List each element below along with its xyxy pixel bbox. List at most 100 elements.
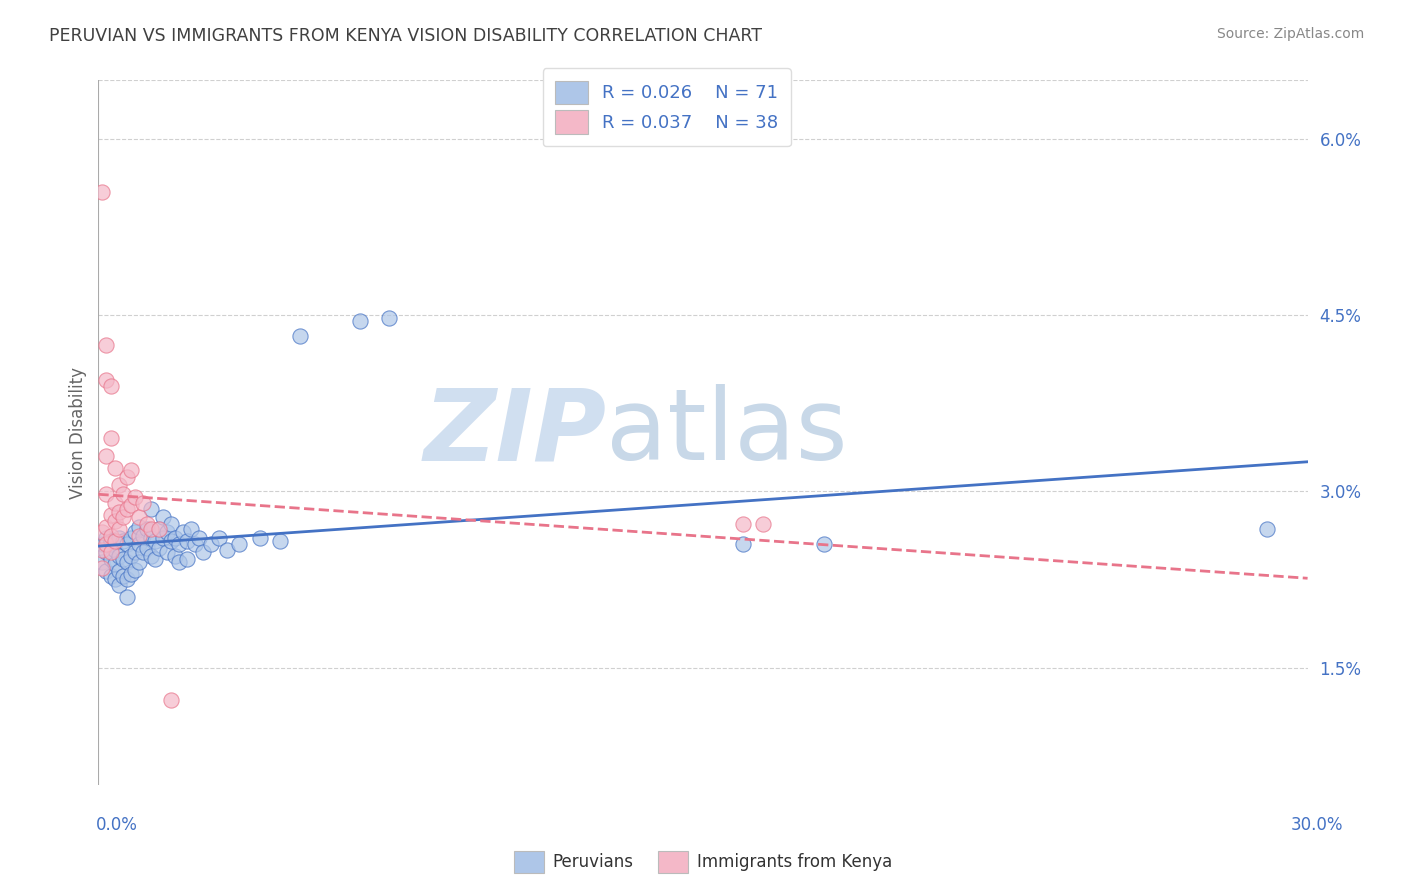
Point bbox=[107, 506, 129, 520]
Point bbox=[107, 522, 129, 536]
Point bbox=[100, 508, 122, 522]
Point bbox=[752, 517, 775, 532]
Point bbox=[91, 555, 114, 569]
Point bbox=[228, 537, 250, 551]
Point bbox=[128, 519, 150, 533]
Point bbox=[115, 470, 138, 484]
Point bbox=[124, 490, 146, 504]
Point bbox=[124, 545, 146, 559]
Point bbox=[91, 185, 114, 199]
Point bbox=[167, 555, 190, 569]
Point bbox=[135, 541, 157, 555]
Point bbox=[163, 549, 186, 563]
Point bbox=[377, 310, 399, 325]
Point bbox=[91, 560, 114, 574]
Point bbox=[167, 537, 190, 551]
Point bbox=[96, 486, 118, 500]
Point bbox=[91, 537, 114, 551]
Text: PERUVIAN VS IMMIGRANTS FROM KENYA VISION DISABILITY CORRELATION CHART: PERUVIAN VS IMMIGRANTS FROM KENYA VISION… bbox=[49, 27, 762, 45]
Point bbox=[111, 552, 134, 566]
Text: atlas: atlas bbox=[606, 384, 848, 481]
Point bbox=[120, 532, 142, 546]
Point bbox=[128, 555, 150, 569]
Point bbox=[124, 563, 146, 577]
Point bbox=[103, 543, 125, 558]
Point bbox=[152, 510, 174, 524]
Point bbox=[249, 532, 271, 546]
Point bbox=[107, 578, 129, 592]
Point bbox=[139, 532, 162, 546]
Point bbox=[733, 537, 755, 551]
Point bbox=[176, 533, 198, 548]
Legend: R = 0.026    N = 71, R = 0.037    N = 38: R = 0.026 N = 71, R = 0.037 N = 38 bbox=[543, 68, 792, 146]
Point bbox=[100, 545, 122, 559]
Point bbox=[115, 590, 138, 604]
Point bbox=[128, 537, 150, 551]
Point bbox=[200, 537, 222, 551]
Point bbox=[139, 522, 162, 536]
Point bbox=[96, 373, 118, 387]
Point bbox=[128, 510, 150, 524]
Point bbox=[813, 537, 835, 551]
Point bbox=[100, 569, 122, 583]
Point bbox=[103, 573, 125, 587]
Text: Source: ZipAtlas.com: Source: ZipAtlas.com bbox=[1216, 27, 1364, 41]
Point bbox=[100, 529, 122, 543]
Point bbox=[160, 693, 183, 707]
Point bbox=[163, 532, 186, 546]
Point bbox=[208, 532, 231, 546]
Point bbox=[96, 532, 118, 546]
Point bbox=[111, 533, 134, 548]
Point bbox=[103, 557, 125, 571]
Point bbox=[107, 549, 129, 563]
Point bbox=[103, 514, 125, 528]
Point bbox=[143, 533, 166, 548]
Point bbox=[152, 532, 174, 546]
Point bbox=[91, 543, 114, 558]
Point bbox=[115, 555, 138, 569]
Point bbox=[111, 486, 134, 500]
Point bbox=[111, 569, 134, 583]
Point bbox=[132, 529, 155, 543]
Point bbox=[148, 522, 170, 536]
Point bbox=[103, 496, 125, 510]
Point bbox=[128, 529, 150, 543]
Point bbox=[103, 533, 125, 548]
Point bbox=[96, 337, 118, 351]
Legend: Peruvians, Immigrants from Kenya: Peruvians, Immigrants from Kenya bbox=[508, 845, 898, 880]
Point bbox=[100, 533, 122, 548]
Y-axis label: Vision Disability: Vision Disability bbox=[69, 367, 87, 499]
Point bbox=[100, 378, 122, 392]
Point bbox=[111, 510, 134, 524]
Point bbox=[156, 525, 179, 540]
Point bbox=[733, 517, 755, 532]
Point bbox=[148, 522, 170, 536]
Point bbox=[100, 552, 122, 566]
Point bbox=[132, 545, 155, 559]
Point bbox=[217, 543, 239, 558]
Point bbox=[288, 329, 311, 343]
Point bbox=[172, 525, 194, 540]
Point bbox=[135, 517, 157, 532]
Point bbox=[91, 525, 114, 540]
Text: 30.0%: 30.0% bbox=[1291, 816, 1343, 834]
Point bbox=[107, 532, 129, 546]
Point bbox=[139, 502, 162, 516]
Point bbox=[120, 549, 142, 563]
Point bbox=[184, 537, 207, 551]
Point bbox=[349, 314, 371, 328]
Point bbox=[160, 533, 183, 548]
Point bbox=[120, 566, 142, 581]
Text: 0.0%: 0.0% bbox=[96, 816, 138, 834]
Point bbox=[103, 461, 125, 475]
Point bbox=[269, 533, 291, 548]
Point bbox=[120, 463, 142, 477]
Point bbox=[115, 537, 138, 551]
Point bbox=[96, 545, 118, 559]
Point bbox=[1256, 522, 1278, 536]
Point bbox=[188, 532, 211, 546]
Point bbox=[143, 552, 166, 566]
Text: ZIP: ZIP bbox=[423, 384, 606, 481]
Point bbox=[107, 564, 129, 578]
Point bbox=[156, 545, 179, 559]
